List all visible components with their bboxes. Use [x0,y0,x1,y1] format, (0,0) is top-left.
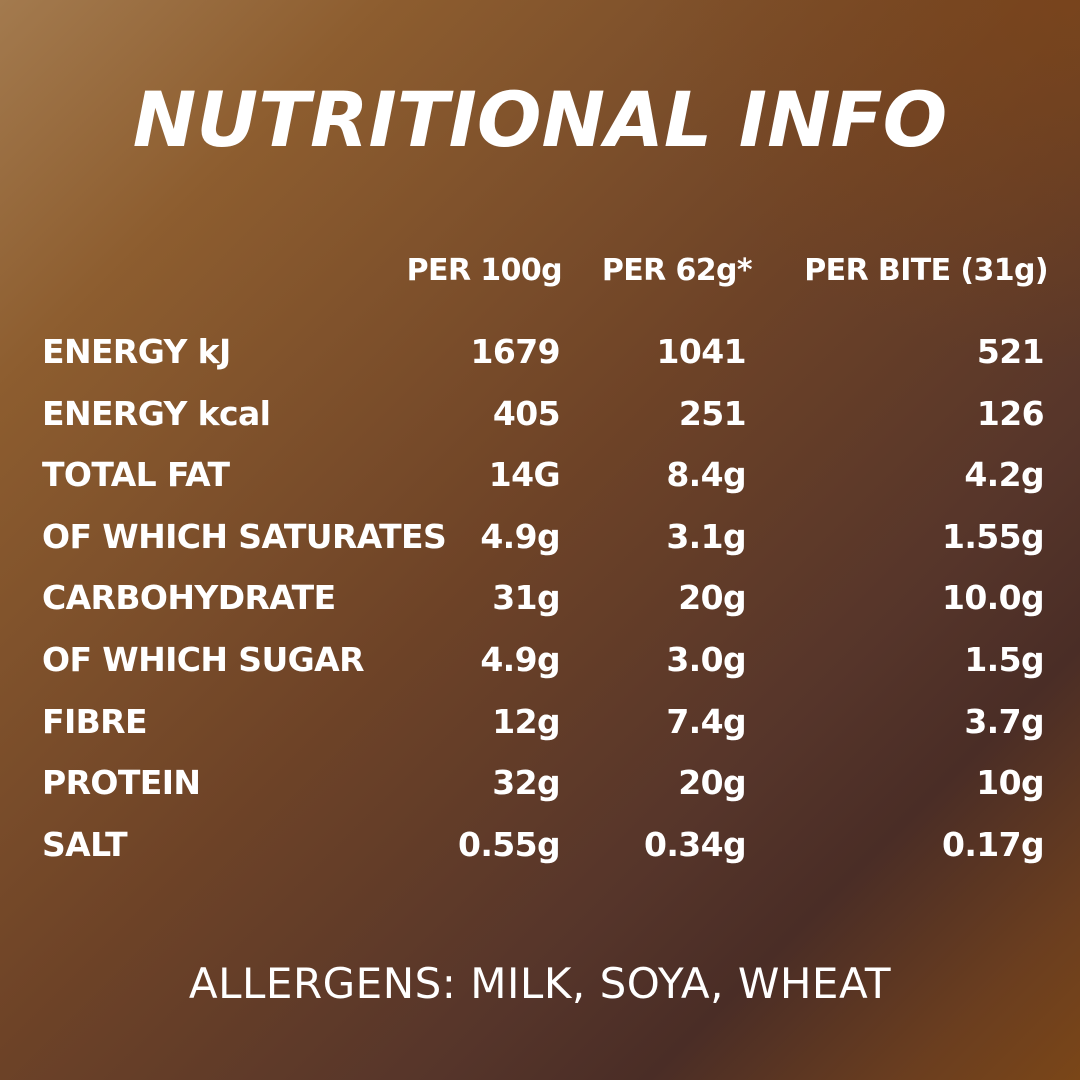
allergens-statement: ALLERGENS: MILK, SOYA, WHEAT [188,959,892,1008]
table-row: OF WHICH SUGAR 4.9g 3.0g 1.5g [42,635,1048,697]
value-per-62g: 20g [678,578,746,618]
nutrition-table: PER 100g PER 62g* PER BITE (31g) ENERGY … [42,246,1049,882]
value-per-100g: 405 [492,393,561,433]
table-row: TOTAL FAT 14G 8.4g 4.2g [42,450,1048,512]
table-row: CARBOHYDRATE 31g 20g 10.0g [42,573,1048,635]
row-label: FIBRE [42,701,148,741]
value-per-62g: 7.4g [666,701,746,741]
value-per-62g: 251 [678,393,747,433]
value-per-bite: 1.5g [964,639,1044,679]
table-row: ENERGY kcal 405 251 126 [42,389,1048,451]
table-row: PROTEIN 32g 20g 10g [42,758,1048,820]
value-per-100g: 12g [492,701,560,741]
table-row: SALT 0.55g 0.34g 0.17g [42,820,1048,882]
row-label: SALT [42,824,128,864]
value-per-100g: 0.55g [457,824,561,864]
row-label: ENERGY kJ [42,332,231,371]
value-per-100g: 4.9g [480,516,560,556]
value-per-62g: 3.0g [666,639,746,679]
value-per-62g: 8.4g [666,455,746,495]
table-header-row: PER 100g PER 62g* PER BITE (31g) [42,246,1049,301]
value-per-100g: 4.9g [480,639,560,679]
value-per-62g: 20g [678,763,746,803]
row-label: ENERGY kcal [42,393,271,433]
value-per-bite: 126 [976,393,1045,433]
value-per-100g: 32g [492,763,560,803]
value-per-bite: 4.2g [964,455,1044,495]
value-per-62g: 3.1g [666,516,746,556]
row-label: OF WHICH SUGAR [42,639,365,679]
value-per-100g: 14G [488,455,561,495]
value-per-100g: 31g [492,578,560,618]
value-per-bite: 521 [976,332,1045,371]
value-per-62g: 0.34g [643,824,747,864]
column-header-per-100g: PER 100g [406,253,563,288]
table-row: OF WHICH SATURATES 4.9g 3.1g 1.55g [42,512,1048,574]
row-label: OF WHICH SATURATES [42,516,447,556]
table-row: ENERGY kJ 1679 1041 521 [42,327,1048,389]
value-per-bite: 10.0g [941,578,1045,618]
value-per-bite: 0.17g [941,824,1045,864]
row-label: CARBOHYDRATE [42,578,336,618]
value-per-bite: 1.55g [941,516,1045,556]
value-per-bite: 10g [976,763,1044,803]
page-title: NUTRITIONAL INFO [132,75,948,164]
row-label: TOTAL FAT [42,455,230,495]
value-per-100g: 1679 [470,332,561,371]
column-header-per-62g: PER 62g* [601,253,753,288]
table-row: FIBRE 12g 7.4g 3.7g [42,697,1048,759]
column-header-per-bite: PER BITE (31g) [804,253,1048,288]
value-per-bite: 3.7g [964,701,1044,741]
row-label: PROTEIN [42,763,201,803]
value-per-62g: 1041 [656,332,747,371]
